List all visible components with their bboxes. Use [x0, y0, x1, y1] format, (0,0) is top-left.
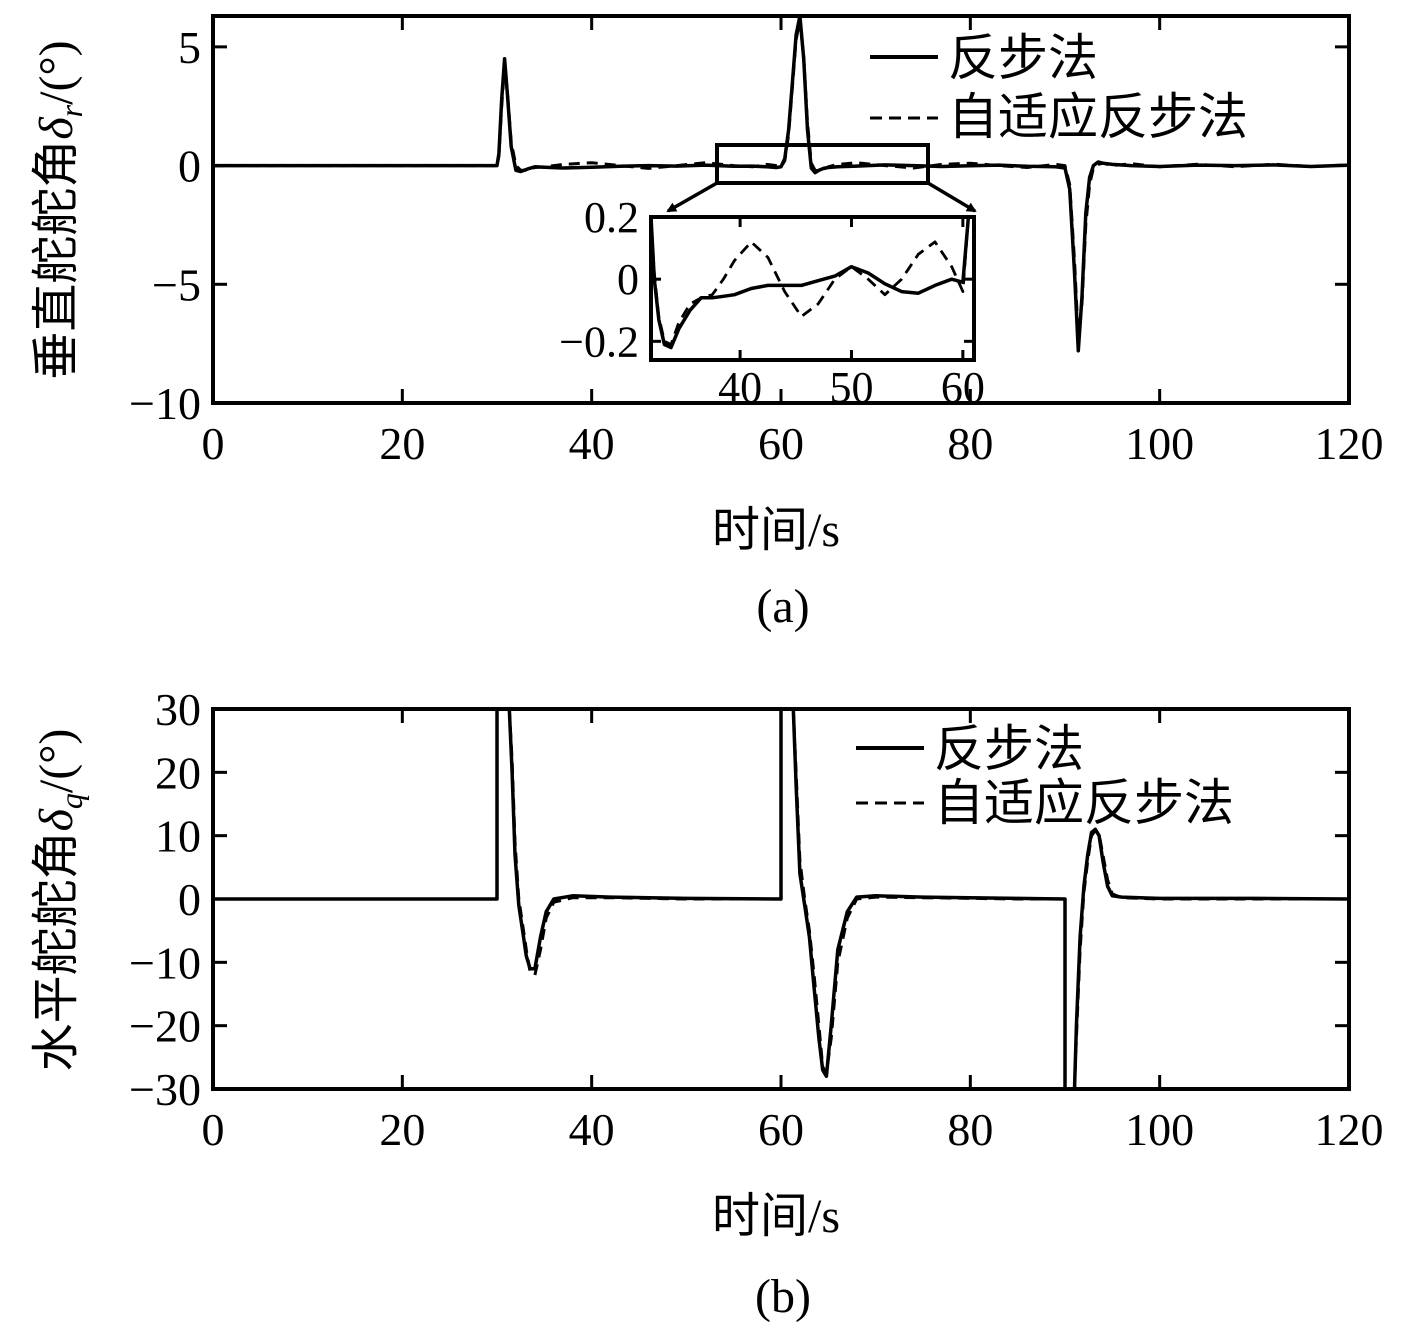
- inset-x-tick-label: 60: [941, 363, 985, 412]
- panel-a-x-tick-label: 20: [379, 418, 425, 469]
- inset-adaptive-backstepping-line: [651, 217, 974, 346]
- panel-b-x-axis-label: 时间/s: [712, 1190, 840, 1243]
- zoom-arrow-left: [666, 181, 718, 213]
- panel-b-y-tick-label: −10: [129, 937, 201, 988]
- panel-a-x-tick-label: 60: [758, 418, 804, 469]
- panel-b-x-tick-label: 0: [202, 1104, 225, 1155]
- panel-b-y-tick-label: −20: [129, 1001, 201, 1052]
- panel-a-frame: [211, 14, 1351, 405]
- panel-a-x-tick-label: 80: [947, 418, 993, 469]
- panel-a-x-axis-label: 时间/s: [712, 504, 840, 557]
- panel-b-y-tick-label: 0: [178, 874, 201, 925]
- inset-x-tick-label: 50: [829, 363, 873, 412]
- panel-b-plot-area: [213, 709, 1349, 1089]
- panel-b-y-tick-label: 30: [155, 684, 201, 735]
- panel-a-y-axis-label: 垂直舵舵角δr/(°): [30, 40, 89, 379]
- panel-a-caption: (a): [756, 580, 809, 633]
- panel-b-frame: [211, 707, 1351, 1091]
- panel-a-adaptive-backstepping-line: [213, 19, 1349, 341]
- zoom-region-box: [715, 143, 930, 185]
- panel-b-x-tick-label: 20: [379, 1104, 425, 1155]
- panel-b-x-tick-label: 40: [569, 1104, 615, 1155]
- inset-background: [651, 217, 974, 360]
- panel-a-plot-area: [213, 16, 1349, 353]
- legend-label-backstepping: 反步法: [948, 30, 1098, 86]
- panel-b-x-tick-label: 120: [1315, 1104, 1384, 1155]
- panel-b-y-axis-label: 水平舵舵角δq/(°): [30, 729, 89, 1072]
- panel-b-x-tick-label: 100: [1125, 1104, 1194, 1155]
- panel-b-caption: (b): [755, 1270, 811, 1323]
- inset-y-tick-label: 0.2: [584, 193, 639, 242]
- panel-a-y-tick-label: −5: [152, 259, 201, 310]
- panel-a-legend: 反步法 自适应反步法: [870, 30, 1248, 145]
- panel-a-x-tick-label: 120: [1315, 418, 1384, 469]
- panel-b-x-tick-label: 80: [947, 1104, 993, 1155]
- legend-label-adaptive-backstepping: 自适应反步法: [934, 775, 1234, 831]
- panel-a-x-tick-label: 40: [569, 418, 615, 469]
- legend-label-backstepping: 反步法: [934, 721, 1084, 777]
- panel-a-y-tick-label: 0: [178, 141, 201, 192]
- panel-b-y-tick-label: 10: [155, 811, 201, 862]
- panel-a-x-tick-label: 0: [202, 418, 225, 469]
- panel-a-y-tick-label: 5: [178, 22, 201, 73]
- panel-b-y-tick-label: 20: [155, 747, 201, 798]
- panel-b-legend: 反步法 自适应反步法: [856, 721, 1234, 831]
- inset-y-tick-label: −0.2: [559, 317, 639, 366]
- zoom-arrow-right: [927, 181, 977, 213]
- inset-axes: 40 50 60 0.2 0 −0.2: [559, 193, 985, 412]
- panel-b-x-tick-label: 60: [758, 1104, 804, 1155]
- inset-plot-area: [651, 217, 974, 350]
- panel-b-adaptive-backstepping-line: [213, 709, 1349, 1089]
- inset-y-tick-label: 0: [617, 255, 639, 304]
- panel-a-y-tick-label: −10: [129, 378, 201, 429]
- panel-b-y-tick-label: −30: [129, 1064, 201, 1115]
- legend-label-adaptive-backstepping: 自适应反步法: [948, 89, 1248, 145]
- inset-frame: [649, 215, 976, 362]
- inset-x-tick-label: 40: [718, 363, 762, 412]
- panel-a-x-tick-label: 100: [1125, 418, 1194, 469]
